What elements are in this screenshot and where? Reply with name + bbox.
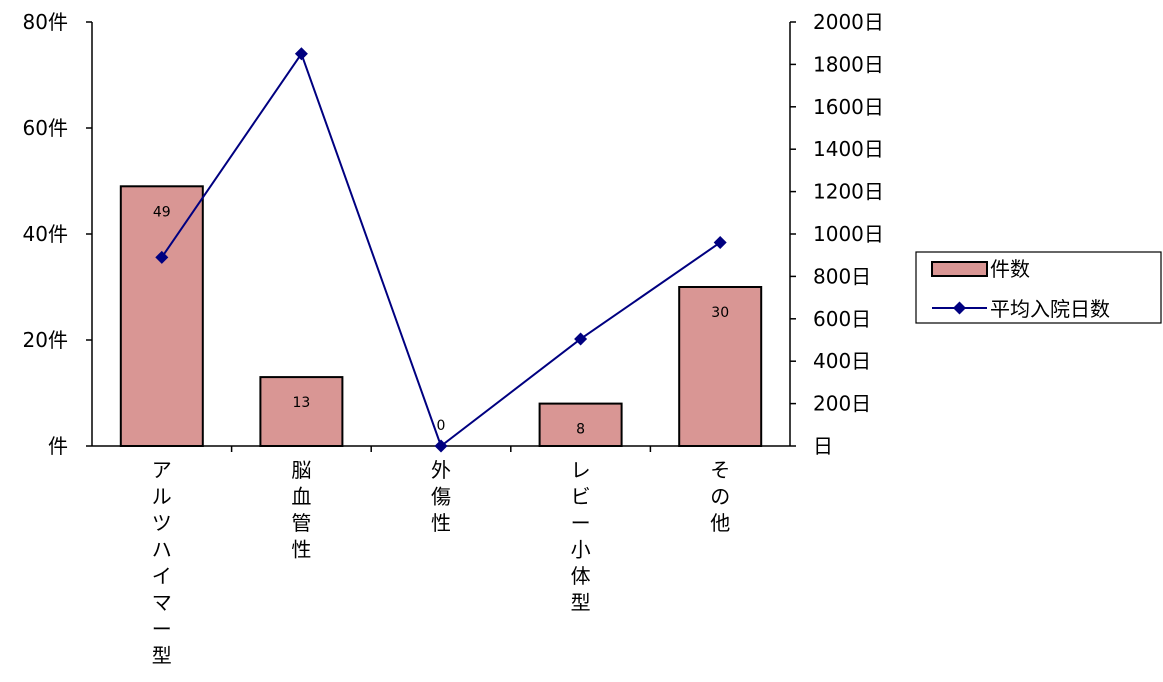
bar [678,286,763,447]
category-label: 外傷性 [431,458,451,535]
bar-data-label: 8 [576,422,585,438]
left-tick-label: 60件 [23,116,68,140]
bar [259,376,344,448]
line-point [155,250,169,264]
bar-data-labels: 49 13 0 8 30 [153,204,729,437]
bar [538,402,623,448]
series-line [160,51,721,448]
right-tick-label: 1200日 [813,180,884,204]
category-label: アルツハイマー型 [152,458,172,668]
bar-data-label: 0 [437,418,446,434]
right-tick-label: 日 [813,434,833,458]
category-labels: アルツハイマー型 脳血管性 外傷性 レビー小体型 その他 [152,458,730,668]
right-tick-label: 1400日 [813,137,884,161]
right-tick-label: 400日 [813,349,871,373]
left-tick-label: 20件 [23,328,68,352]
category-label: 脳血管性 [291,458,311,562]
legend-line-marker [953,301,966,315]
legend-bar-swatch [931,261,988,277]
line-series [155,47,727,453]
legend-label-line: 平均入院日数 [990,297,1110,321]
right-tick-label: 2000日 [813,10,884,34]
right-tick-label: 600日 [813,307,871,331]
bar-data-label: 49 [153,204,171,220]
line-point [713,235,727,249]
line-point [434,439,448,453]
right-tick-label: 1000日 [813,222,884,246]
left-tick-label: 件 [48,434,68,458]
left-tick-label: 40件 [23,222,68,246]
line-point [574,332,588,346]
line-point [294,47,308,61]
right-axis-ticks: 日 200日 400日 600日 800日 1000日 1200日 1400日 1600日 180… [790,10,884,458]
right-tick-label: 200日 [813,392,871,416]
bar-series [119,185,763,448]
bar [119,185,204,448]
right-tick-label: 1800日 [813,52,884,76]
left-axis-ticks: 件 20件 40件 60件 80件 [23,10,92,458]
legend-label-bars: 件数 [990,257,1030,281]
right-tick-label: 800日 [813,264,871,288]
category-label: その他 [710,458,730,535]
right-tick-label: 1600日 [813,95,884,119]
bar-data-label: 13 [292,395,310,411]
bar-data-label: 30 [711,305,729,321]
left-tick-label: 80件 [23,10,68,34]
category-label: レビー小体型 [571,458,591,615]
